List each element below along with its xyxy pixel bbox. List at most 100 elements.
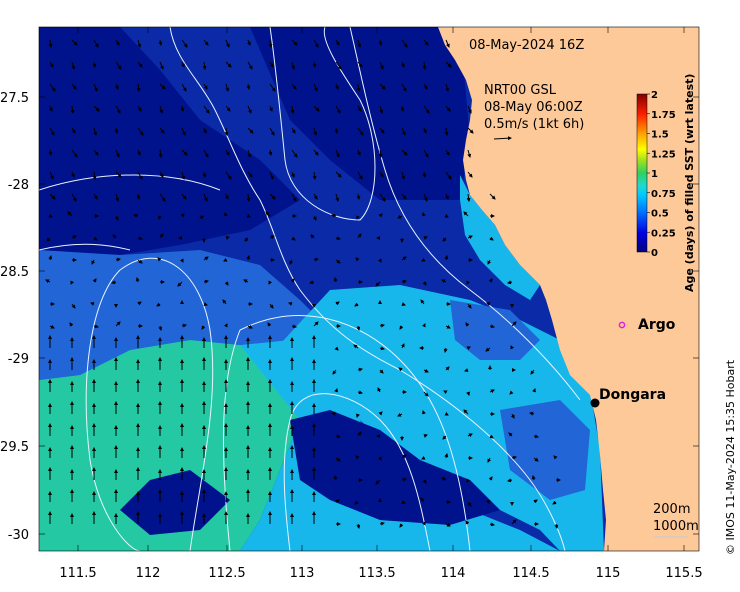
current-arrow — [46, 237, 51, 242]
current-arrow — [401, 61, 405, 68]
current-arrow — [269, 105, 273, 112]
current-arrow — [356, 215, 360, 220]
current-arrow — [269, 171, 274, 180]
current-arrow — [48, 213, 53, 218]
current-arrow — [507, 280, 513, 285]
current-arrow — [466, 391, 470, 396]
current-arrow — [202, 171, 207, 178]
current-arrow — [379, 127, 385, 134]
depth-legend-200m: 200m — [653, 502, 690, 517]
current-arrow — [92, 278, 97, 283]
current-arrow — [137, 39, 142, 48]
current-arrow — [49, 127, 55, 136]
current-arrow — [224, 212, 228, 217]
current-arrow — [158, 39, 163, 46]
current-arrow — [247, 127, 254, 134]
current-arrow — [179, 258, 184, 263]
current-arrow — [313, 105, 320, 112]
current-arrow — [48, 39, 53, 48]
current-arrow — [356, 413, 360, 418]
current-arrow — [554, 523, 559, 529]
current-arrow — [246, 255, 251, 261]
current-arrow — [354, 302, 359, 307]
current-arrow — [243, 279, 249, 284]
current-arrow — [335, 39, 340, 46]
colorbar-tick-label: 0.25 — [651, 228, 676, 239]
current-arrow — [467, 235, 473, 240]
current-arrow — [247, 61, 253, 70]
current-arrow — [133, 213, 139, 218]
current-arrow — [291, 236, 296, 241]
current-arrow — [465, 322, 470, 327]
current-arrow — [137, 105, 142, 112]
current-arrow — [445, 61, 452, 68]
current-arrow — [401, 302, 406, 306]
colorbar-gradient — [636, 93, 648, 253]
current-arrow — [467, 149, 472, 158]
current-arrow — [379, 61, 384, 70]
dongara-marker — [590, 398, 600, 408]
current-arrow — [225, 39, 230, 48]
dongara-label: Dongara — [599, 387, 666, 403]
current-arrow — [222, 299, 227, 305]
current-arrow — [158, 215, 162, 220]
current-arrow — [485, 347, 491, 352]
current-arrow — [70, 280, 75, 285]
current-arrow — [246, 193, 251, 202]
current-arrow — [313, 149, 319, 156]
current-arrow — [159, 61, 164, 70]
current-arrow — [335, 83, 339, 90]
current-arrow — [203, 302, 208, 306]
current-arrow — [357, 127, 364, 136]
current-arrow — [356, 325, 361, 331]
current-arrow — [158, 325, 163, 331]
current-arrow — [93, 105, 100, 112]
current-arrow — [269, 303, 274, 309]
current-arrow — [247, 39, 251, 46]
current-arrow — [356, 193, 361, 200]
current-arrow — [48, 149, 53, 156]
current-arrow — [291, 193, 297, 202]
current-arrow — [203, 105, 210, 114]
current-arrow — [265, 211, 271, 217]
current-arrow — [291, 83, 297, 90]
current-arrow — [356, 83, 361, 92]
current-arrow — [181, 171, 186, 180]
current-arrow — [159, 83, 166, 90]
current-arrow — [489, 324, 495, 329]
current-arrow — [533, 457, 539, 462]
current-arrow — [335, 171, 342, 178]
current-arrow — [445, 39, 450, 48]
current-arrow — [313, 257, 319, 262]
current-arrow — [137, 149, 141, 156]
current-arrow — [466, 478, 471, 483]
current-arrow — [335, 236, 341, 241]
current-arrow — [423, 193, 428, 202]
current-arrow — [467, 303, 472, 309]
current-arrow — [289, 259, 294, 265]
current-arrow — [379, 193, 386, 202]
current-arrow — [114, 215, 119, 221]
current-arrow — [442, 237, 447, 242]
x-tick-label: 112 — [136, 566, 161, 581]
current-arrow — [357, 171, 363, 180]
current-arrow — [378, 411, 383, 416]
current-arrow — [49, 83, 56, 92]
y-tick-label: -30 — [8, 528, 29, 543]
current-arrow — [246, 213, 251, 218]
current-arrow — [400, 105, 405, 112]
current-arrow — [335, 457, 341, 462]
current-arrow — [268, 149, 273, 156]
current-arrow — [224, 281, 229, 286]
current-arrow — [180, 105, 185, 112]
current-arrow — [377, 258, 382, 263]
colorbar: 2 1.75 1.5 1.25 1 0.75 0.5 0.25 0 Age (days) of … — [636, 74, 696, 292]
current-arrow — [423, 368, 429, 373]
current-arrow — [445, 366, 450, 371]
colorbar-tick-label: 0 — [651, 248, 658, 259]
current-arrow — [93, 149, 99, 156]
x-axis: 111.5 112 112.5 113 113.5 114 114.5 115 115.5 — [59, 27, 703, 581]
current-arrow — [553, 455, 558, 460]
current-arrow — [156, 302, 161, 307]
current-arrow — [401, 477, 407, 482]
